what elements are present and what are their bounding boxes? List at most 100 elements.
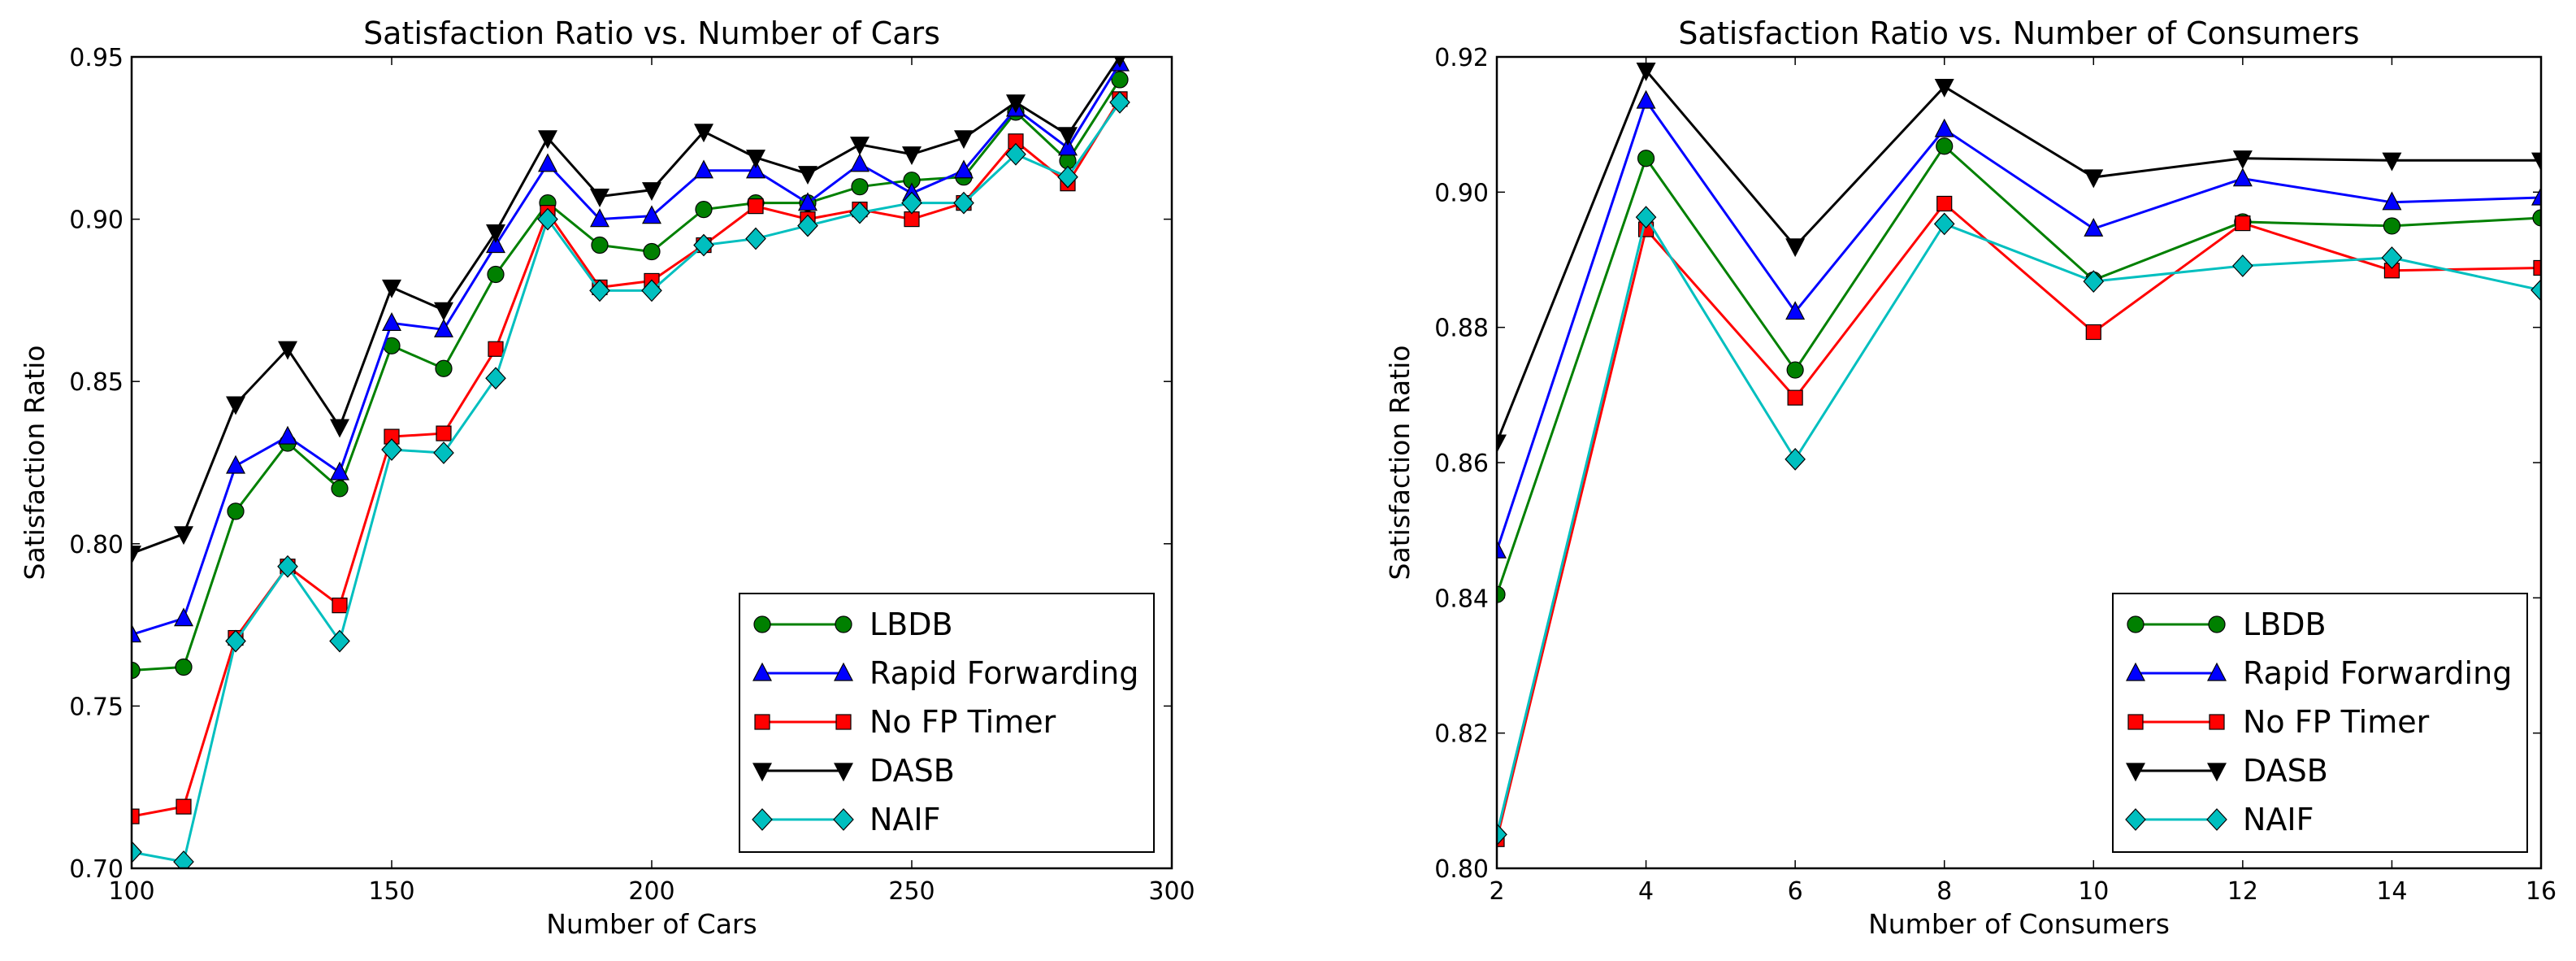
- x-tick-label: 14: [2376, 877, 2407, 906]
- y-tick-label: 0.82: [1434, 720, 1489, 749]
- legend-marker: [2125, 808, 2146, 831]
- series-line: [132, 57, 1121, 555]
- data-point: [954, 159, 974, 179]
- legend-label: NAIF: [870, 802, 941, 837]
- data-point: [954, 130, 974, 150]
- data-point: [1111, 71, 1129, 89]
- data-point: [953, 191, 974, 215]
- x-tick-label: 12: [2227, 877, 2258, 906]
- data-point: [538, 153, 557, 172]
- data-point: [643, 242, 661, 261]
- data-point: [2533, 259, 2541, 276]
- legend-label: Rapid Forwarding: [2243, 655, 2512, 691]
- data-point: [1058, 127, 1078, 146]
- data-point: [1636, 63, 1656, 81]
- data-point: [227, 502, 245, 520]
- data-point: [746, 150, 765, 169]
- legend-marker: [2207, 662, 2227, 681]
- data-point: [1497, 434, 1507, 454]
- data-point: [2232, 167, 2253, 187]
- y-tick-label: 0.80: [69, 531, 124, 559]
- y-tick-label: 0.80: [1434, 855, 1489, 884]
- x-tick-label: 4: [1638, 877, 1654, 906]
- data-point: [2083, 270, 2105, 293]
- x-tick-label: 2: [1489, 877, 1504, 906]
- data-point: [1785, 301, 1806, 320]
- y-tick-label: 0.84: [1434, 585, 1489, 613]
- data-point: [1934, 78, 1954, 98]
- legend-marker: [752, 662, 772, 681]
- data-point: [2381, 246, 2403, 269]
- data-point: [226, 396, 245, 415]
- chart-title: Satisfaction Ratio vs. Number of Consume…: [1678, 15, 2359, 51]
- data-point: [695, 201, 713, 219]
- legend-label: LBDB: [870, 607, 953, 642]
- data-point: [435, 359, 453, 377]
- y-tick-label: 0.90: [1434, 179, 1489, 207]
- data-point: [278, 425, 297, 445]
- axes-frame: [130, 55, 1173, 870]
- data-point: [329, 629, 350, 653]
- x-tick-label: 6: [1788, 877, 1803, 906]
- data-point: [798, 166, 817, 185]
- data-point: [537, 207, 558, 231]
- data-point: [748, 198, 764, 215]
- data-point: [746, 159, 765, 179]
- data-point: [1114, 57, 1125, 68]
- data-point: [1933, 212, 1955, 236]
- data-point: [174, 526, 193, 546]
- data-point: [538, 130, 557, 150]
- data-point: [174, 607, 193, 627]
- data-point: [173, 850, 194, 868]
- data-point: [797, 214, 818, 237]
- data-point: [694, 124, 713, 143]
- data-point: [226, 454, 245, 474]
- legend-label: Rapid Forwarding: [870, 655, 1138, 691]
- series-line: [132, 98, 1121, 818]
- data-point: [436, 425, 452, 441]
- legend-marker: [833, 808, 854, 831]
- data-point: [641, 279, 662, 302]
- legend-marker: [834, 662, 853, 681]
- series-line: [1497, 98, 2541, 551]
- data-point: [434, 319, 453, 337]
- legend-marker: [2208, 615, 2226, 633]
- series-dasb: [1497, 63, 2541, 454]
- x-tick-label: 16: [2526, 877, 2556, 906]
- data-point: [591, 236, 609, 254]
- chart-title: Satisfaction Ratio vs. Number of Cars: [363, 15, 940, 51]
- data-point: [382, 279, 401, 298]
- data-point: [485, 367, 506, 390]
- legend-marker: [2126, 763, 2145, 782]
- data-point: [278, 341, 297, 360]
- legend-label: NAIF: [2243, 802, 2314, 837]
- x-tick-label: 250: [888, 877, 935, 906]
- data-point: [132, 808, 140, 824]
- data-point: [1936, 137, 1954, 155]
- y-tick-label: 0.95: [69, 44, 124, 72]
- data-point: [1006, 94, 1026, 114]
- series-naif: [1497, 206, 2541, 846]
- data-point: [2232, 150, 2253, 170]
- legend-marker: [2209, 714, 2225, 730]
- y-tick-label: 0.86: [1434, 450, 1489, 478]
- legend-marker: [835, 615, 852, 633]
- data-point: [1934, 118, 1954, 137]
- data-point: [1109, 91, 1130, 114]
- x-tick-label: 150: [368, 877, 414, 906]
- data-point: [1497, 585, 1506, 603]
- data-point: [2531, 152, 2541, 172]
- series-line: [1497, 144, 2541, 595]
- y-tick-label: 0.88: [1434, 315, 1489, 343]
- legend-marker: [752, 808, 773, 831]
- data-point: [176, 798, 192, 815]
- series-line: [132, 79, 1121, 672]
- data-point: [2235, 215, 2251, 232]
- data-point: [132, 841, 142, 863]
- data-point: [694, 159, 713, 179]
- data-point: [277, 554, 298, 578]
- legend-marker: [2207, 763, 2227, 782]
- legend-marker: [753, 615, 771, 633]
- data-point: [2382, 152, 2402, 172]
